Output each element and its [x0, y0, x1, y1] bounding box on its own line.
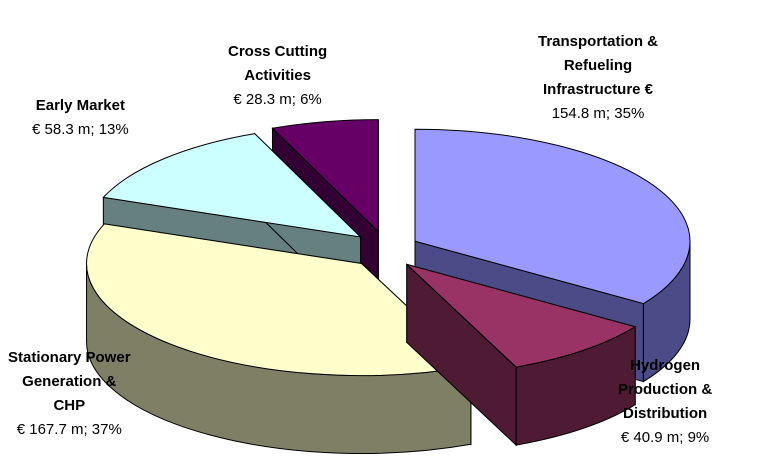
- label-transportation: Transportation & Refueling Infrastructur…: [538, 30, 658, 126]
- pie-slice-2: [86, 223, 472, 455]
- slice-label-line: Generation &: [22, 373, 117, 390]
- slice-top-face: [86, 223, 472, 377]
- slice-label-line: Cross Cutting: [228, 43, 328, 60]
- slice-label-line: Activities: [244, 67, 311, 84]
- pie-slice-1: [406, 263, 637, 447]
- slice-top-face: [102, 133, 363, 238]
- label-early-market: Early Market € 58.3 m; 13%: [32, 94, 129, 142]
- slice-value-text: € 167.7 m; 37%: [16, 421, 122, 438]
- slice-top-face: [414, 128, 691, 305]
- slice-label-line: Early Market: [35, 97, 125, 114]
- slice-top-face: [406, 263, 637, 368]
- slice-label-line: CHP: [53, 397, 86, 414]
- label-cross-cutting: Cross Cutting Activities € 28.3 m; 6%: [228, 40, 327, 112]
- slice-top-face: [271, 119, 379, 233]
- slice-label-line: Hydrogen: [630, 357, 701, 374]
- slice-value-text: 154.8 m; 35%: [551, 105, 645, 122]
- slice-label-line: Stationary Power: [8, 349, 131, 366]
- slice-label-line: Refueling: [563, 57, 633, 74]
- label-hydrogen: Hydrogen Production & Distribution € 40.…: [618, 354, 712, 450]
- slice-label-line: Transportation &: [538, 33, 659, 50]
- slice-label-line: Production &: [618, 381, 713, 398]
- label-stationary: Stationary Power Generation & CHP € 167.…: [8, 346, 131, 442]
- slice-value-text: € 28.3 m; 6%: [233, 91, 322, 108]
- slice-value-text: € 40.9 m; 9%: [620, 429, 710, 446]
- slice-label-line: Distribution: [623, 405, 708, 422]
- slice-value-text: € 58.3 m; 13%: [32, 121, 129, 138]
- slice-label-line: Infrastructure €: [542, 81, 654, 98]
